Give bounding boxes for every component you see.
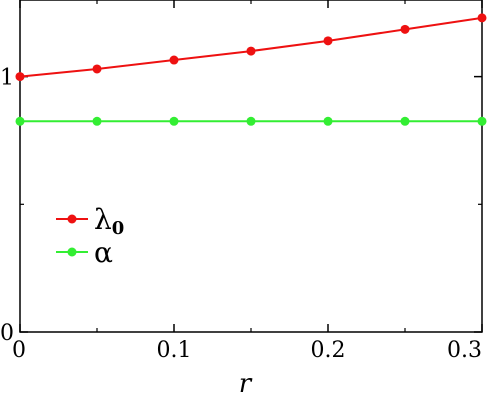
legend-subscript: 0 (112, 218, 125, 239)
data-point (400, 116, 410, 126)
data-point (92, 116, 102, 126)
legend-marker (67, 214, 77, 224)
y-tick-label: 1 (0, 66, 14, 91)
data-point (15, 72, 25, 82)
series-layer (15, 13, 487, 126)
x-tick-label: 0.1 (157, 338, 192, 363)
data-point (400, 24, 410, 34)
x-tick-label: 0.3 (447, 338, 482, 363)
legend: λ0α (56, 203, 124, 269)
x-axis-label: r (239, 369, 253, 399)
data-point (323, 36, 333, 46)
x-tick-label: 0 (12, 338, 26, 363)
x-tick-label: 0.2 (311, 338, 346, 363)
data-point (246, 46, 256, 56)
y-tick-label: 0 (0, 321, 14, 346)
data-point (477, 116, 487, 126)
legend-label: α (94, 236, 113, 269)
data-point (323, 116, 333, 126)
data-point (92, 64, 102, 74)
x-axis-ticks: 0 0.1 0.2 0.3 (12, 0, 483, 363)
data-point (246, 116, 256, 126)
data-point (15, 116, 25, 126)
data-point (477, 13, 487, 23)
data-point (169, 55, 179, 65)
legend-label: λ0 (94, 203, 124, 239)
data-point (169, 116, 179, 126)
y-axis-ticks: 01 (0, 66, 482, 346)
legend-marker (67, 247, 77, 257)
